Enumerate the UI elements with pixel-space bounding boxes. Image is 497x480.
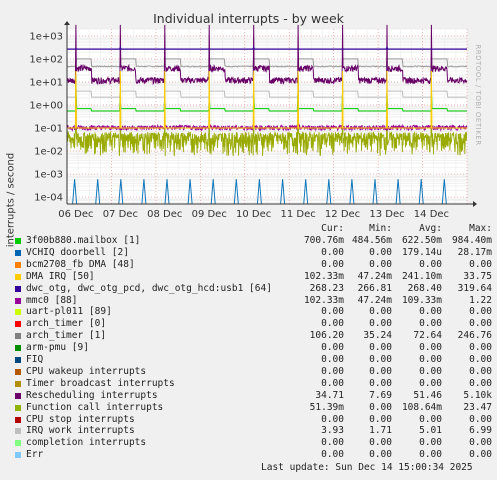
fiq-spike xyxy=(95,179,101,205)
fiq-spike xyxy=(210,179,216,205)
y-tick-label: 1e+01 xyxy=(29,77,63,88)
fiq-spike xyxy=(141,179,147,205)
axes: 1e+03 1e+02 1e+01 1e+00 1e-01 1e-02 1e-03 1e-04… xyxy=(29,21,477,220)
series-mailbox-line xyxy=(67,93,467,112)
fiq-spike xyxy=(441,179,447,205)
fiq-spike xyxy=(418,179,424,205)
fiq-spike xyxy=(118,179,124,205)
fiq-spike xyxy=(187,179,193,205)
y-tick-label: 1e+03 xyxy=(29,31,63,42)
fiq-spike xyxy=(326,179,332,205)
y-axis-arrow xyxy=(64,21,70,25)
x-tick-label: 10 Dec xyxy=(236,209,271,220)
series-dma-irq-line xyxy=(67,70,467,129)
fiq-spike xyxy=(280,179,286,205)
series-irq-work-line xyxy=(67,90,467,98)
x-tick-label: 08 Dec xyxy=(147,209,182,220)
series-arch-timer-line xyxy=(66,58,468,68)
x-tick-label: 11 Dec xyxy=(280,209,315,220)
series-dwc-otg-line xyxy=(67,45,467,50)
series-group xyxy=(66,24,468,205)
x-tick-label: 12 Dec xyxy=(325,209,360,220)
x-tick-label: 09 Dec xyxy=(192,209,227,220)
series-function-call-line xyxy=(66,74,468,157)
fiq-spike xyxy=(72,179,78,205)
fiq-spike xyxy=(256,179,262,205)
y-tick-label: 1e-03 xyxy=(34,170,63,181)
fiq-spike xyxy=(349,179,355,205)
x-tick-label: 13 Dec xyxy=(369,209,404,220)
fiq-spike xyxy=(372,179,378,205)
y-tick-label: 1e-02 xyxy=(34,147,63,158)
x-tick-label: 14 Dec xyxy=(414,209,449,220)
fiq-spike xyxy=(395,179,401,205)
chart-title: Individual interrupts - by week xyxy=(153,11,344,26)
fiq-spike xyxy=(303,179,309,205)
x-axis-arrow xyxy=(473,201,477,207)
y-tick-label: 1e+00 xyxy=(29,100,63,111)
y-tick-label: 1e+02 xyxy=(29,54,63,65)
fiq-spike xyxy=(233,179,239,205)
series-rescheduling-line xyxy=(66,24,468,86)
fiq-spike xyxy=(164,179,170,205)
y-tick-label: 1e-01 xyxy=(34,124,63,135)
x-tick-label: 07 Dec xyxy=(103,209,138,220)
last-update: Last update: Sun Dec 14 15:00:34 2025 xyxy=(261,462,473,473)
y-tick-label: 1e-04 xyxy=(34,193,63,204)
x-tick-label: 06 Dec xyxy=(58,209,93,220)
